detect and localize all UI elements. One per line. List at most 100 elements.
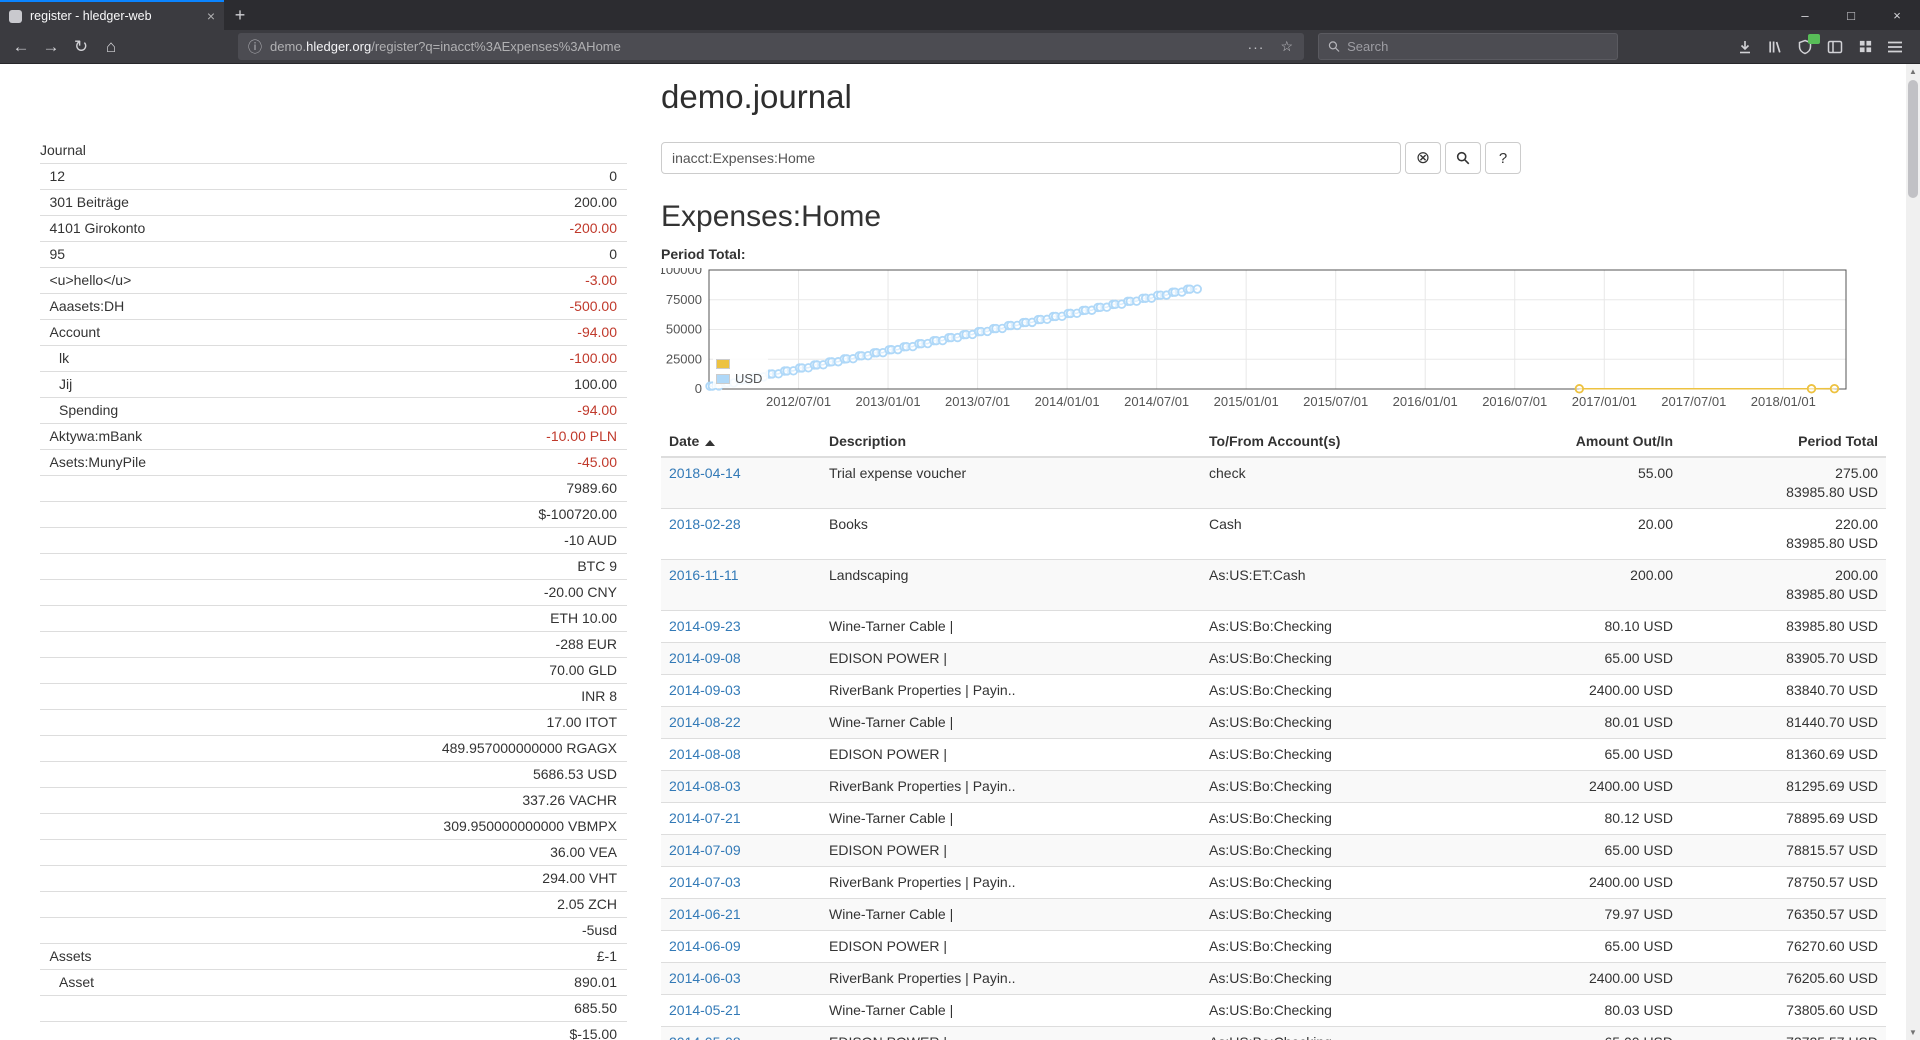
scrollbar-thumb[interactable] bbox=[1908, 80, 1918, 198]
page-actions-icon[interactable]: ··· bbox=[1247, 38, 1265, 55]
txn-date-link[interactable]: 2014-05-08 bbox=[669, 1034, 741, 1040]
account-link[interactable]: Asset bbox=[59, 974, 95, 990]
txn-period-total: 76205.60 USD bbox=[1681, 962, 1886, 995]
txn-period-total: 78895.69 USD bbox=[1681, 802, 1886, 835]
url-prefix: demo. bbox=[270, 39, 307, 54]
chart-svg: 2012/07/01 2013/01/01 2013/07/01 2014/01/01… bbox=[659, 262, 1847, 409]
txn-date-link[interactable]: 2018-02-28 bbox=[669, 516, 741, 532]
account-link[interactable]: Jij bbox=[59, 376, 73, 392]
account-link[interactable]: 12 bbox=[49, 168, 66, 184]
txn-description: RiverBank Properties | Payin.. bbox=[821, 674, 1201, 707]
bookmark-star-icon[interactable]: ☆ bbox=[1280, 38, 1294, 54]
account-balance: -500.00 bbox=[253, 293, 627, 320]
account-link[interactable]: Spending bbox=[59, 402, 119, 418]
apps-grid-icon[interactable] bbox=[1850, 33, 1880, 61]
txn-date-link[interactable]: 2014-07-03 bbox=[669, 874, 741, 890]
account-balance: 337.26 VACHR bbox=[253, 787, 627, 814]
account-balance: 489.957000000000 RGAGX bbox=[253, 735, 627, 762]
scrollbar-up-icon[interactable]: ▲ bbox=[1909, 67, 1917, 76]
forward-icon[interactable]: → bbox=[42, 36, 60, 56]
url-bar[interactable]: ⓘ demo.hledger.org/register?q=inacct%3AE… bbox=[238, 33, 1304, 60]
chart-legend: USD bbox=[713, 354, 769, 388]
window-close-button[interactable]: × bbox=[1893, 7, 1901, 23]
txn-date-link[interactable]: 2014-05-21 bbox=[669, 1002, 741, 1018]
txn-amount: 55.00 bbox=[1637, 465, 1673, 481]
txn-date-link[interactable]: 2014-07-21 bbox=[669, 810, 741, 826]
tab-close-icon[interactable]: × bbox=[206, 8, 215, 24]
account-link[interactable]: 4101 Girokonto bbox=[49, 220, 146, 236]
account-link[interactable]: 301 Beiträge bbox=[49, 194, 129, 210]
sidebar-toggle-icon[interactable] bbox=[1820, 33, 1850, 61]
query-input[interactable] bbox=[661, 142, 1401, 174]
register-row: 2014-07-03 RiverBank Properties | Payin.… bbox=[661, 866, 1886, 899]
new-tab-button[interactable]: + bbox=[234, 4, 246, 25]
library-icon[interactable] bbox=[1760, 33, 1790, 61]
extension-shield-icon[interactable] bbox=[1790, 33, 1820, 61]
scrollbar-down-icon[interactable]: ▼ bbox=[1909, 1028, 1917, 1037]
home-icon[interactable]: ⌂ bbox=[105, 36, 117, 56]
account-link[interactable]: Asets:MunyPile bbox=[49, 454, 146, 470]
header-date[interactable]: Date bbox=[661, 426, 821, 458]
clear-query-button[interactable]: ⊗ bbox=[1405, 142, 1441, 174]
register-row: 2014-06-21 Wine-Tarner Cable | As:US:Bo:… bbox=[661, 898, 1886, 931]
txn-account: As:US:Bo:Checking bbox=[1201, 770, 1496, 803]
svg-text:2014/07/01: 2014/07/01 bbox=[1124, 394, 1189, 409]
browser-search-input[interactable] bbox=[1347, 39, 1608, 54]
register-row: 2014-09-23 Wine-Tarner Cable | As:US:Bo:… bbox=[661, 610, 1886, 643]
txn-date-link[interactable]: 2014-08-22 bbox=[669, 714, 741, 730]
txn-account: As:US:Bo:Checking bbox=[1201, 930, 1496, 963]
legend-entry bbox=[716, 356, 762, 371]
sidebar-row: 36.00 VEA bbox=[40, 839, 627, 866]
navigation-toolbar: ← → ↻ ⌂ ⓘ demo.hledger.org/register?q=in… bbox=[0, 30, 1920, 64]
txn-date-link[interactable]: 2014-08-03 bbox=[669, 778, 741, 794]
txn-period-total: 220.00 83985.80 USD bbox=[1681, 508, 1886, 560]
account-balance: $-100720.00 bbox=[253, 501, 627, 528]
window-minimize-button[interactable]: – bbox=[1801, 7, 1809, 23]
sidebar-row: 309.950000000000 VBMPX bbox=[40, 813, 627, 840]
txn-date-link[interactable]: 2014-09-03 bbox=[669, 682, 741, 698]
account-link[interactable]: Aaasets:DH bbox=[49, 298, 125, 314]
sidebar-row: 685.50 bbox=[40, 995, 627, 1022]
txn-period-total: 76350.57 USD bbox=[1681, 898, 1886, 931]
account-link[interactable]: Journal bbox=[40, 142, 86, 158]
search-button[interactable] bbox=[1445, 142, 1481, 174]
txn-date-link[interactable]: 2018-04-14 bbox=[669, 465, 741, 481]
txn-date-link[interactable]: 2014-08-08 bbox=[669, 746, 741, 762]
legend-label: USD bbox=[735, 371, 763, 386]
download-icon[interactable] bbox=[1730, 33, 1760, 61]
txn-account: As:US:Bo:Checking bbox=[1201, 1026, 1496, 1040]
account-balance: £-1 bbox=[253, 943, 627, 970]
site-info-icon[interactable]: ⓘ bbox=[248, 38, 262, 55]
txn-date-link[interactable]: 2014-09-08 bbox=[669, 650, 741, 666]
txn-date-link[interactable]: 2014-07-09 bbox=[669, 842, 741, 858]
window-maximize-button[interactable]: □ bbox=[1847, 7, 1855, 23]
reload-icon[interactable]: ↻ bbox=[73, 36, 89, 56]
txn-date-link[interactable]: 2014-06-03 bbox=[669, 970, 741, 986]
txn-date-link[interactable]: 2014-06-09 bbox=[669, 938, 741, 954]
help-button[interactable]: ? bbox=[1485, 142, 1521, 174]
txn-period-total: 73805.60 USD bbox=[1681, 994, 1886, 1027]
svg-text:2017/01/01: 2017/01/01 bbox=[1572, 394, 1637, 409]
accounts-table: Journal 12 0 301 Beiträge 200.00 4101 Gi… bbox=[40, 138, 627, 1040]
sidebar-row: -20.00 CNY bbox=[40, 579, 627, 606]
svg-text:2013/01/01: 2013/01/01 bbox=[856, 394, 921, 409]
account-link[interactable]: 95 bbox=[49, 246, 66, 262]
txn-date-link[interactable]: 2014-09-23 bbox=[669, 618, 741, 634]
account-link[interactable]: lk bbox=[59, 350, 70, 366]
back-icon[interactable]: ← bbox=[12, 36, 30, 56]
sidebar-row: Account -94.00 bbox=[40, 319, 627, 346]
account-link[interactable]: Aktywa:mBank bbox=[49, 428, 143, 444]
browser-search-field[interactable] bbox=[1318, 33, 1618, 60]
menu-hamburger-icon[interactable] bbox=[1880, 33, 1910, 61]
account-balance: 7989.60 bbox=[253, 475, 627, 502]
account-link[interactable]: Assets bbox=[49, 948, 92, 964]
sidebar-row: -288 EUR bbox=[40, 631, 627, 658]
page-scrollbar[interactable]: ▲ ▼ bbox=[1906, 64, 1920, 1040]
txn-description: Wine-Tarner Cable | bbox=[821, 706, 1201, 739]
account-link[interactable]: Account bbox=[49, 324, 101, 340]
txn-date-link[interactable]: 2016-11-11 bbox=[669, 567, 739, 583]
account-link[interactable]: <u>hello</u> bbox=[49, 272, 132, 288]
browser-tab[interactable]: register - hledger-web × bbox=[0, 0, 224, 30]
txn-period-total: 81360.69 USD bbox=[1681, 738, 1886, 771]
txn-date-link[interactable]: 2014-06-21 bbox=[669, 906, 741, 922]
